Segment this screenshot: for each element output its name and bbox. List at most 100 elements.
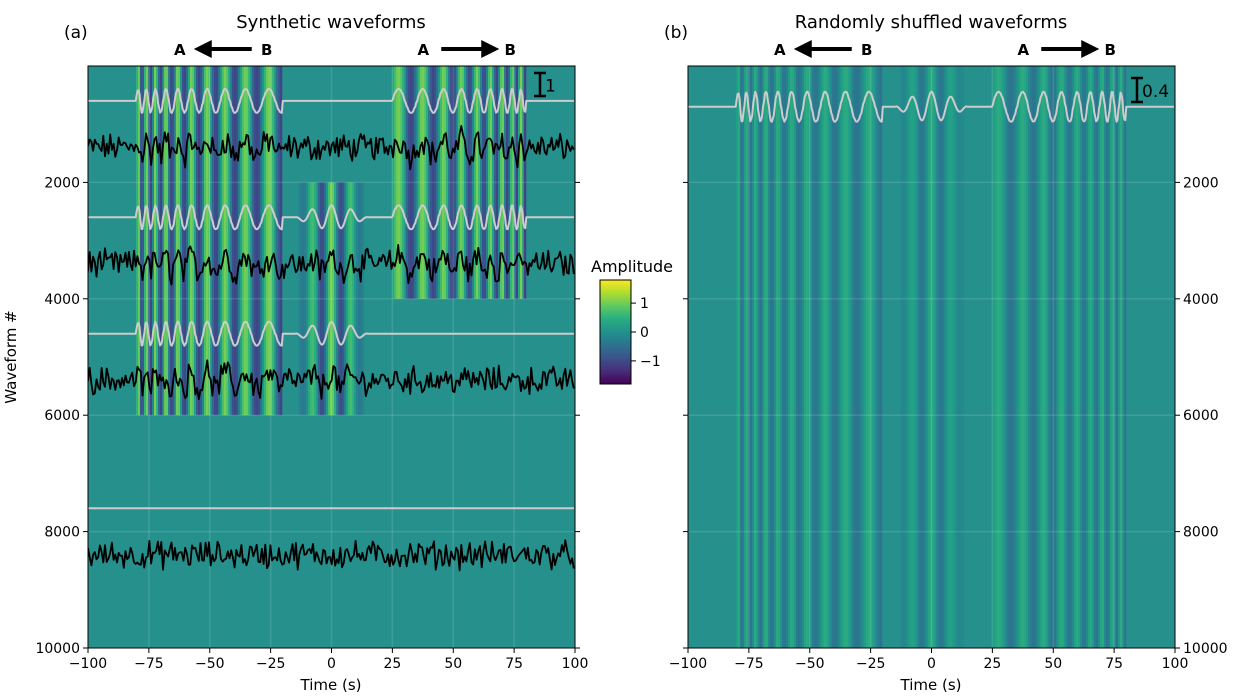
heatmap-cell [348, 298, 351, 416]
heatmap-cell [1030, 66, 1033, 648]
heatmap-cell [196, 66, 199, 183]
heatmap-cell [994, 66, 997, 648]
x-tick-label: 25 [383, 656, 401, 672]
heatmap-cell [266, 182, 269, 299]
heatmap-cell [154, 182, 157, 299]
heatmap-cell [392, 182, 395, 299]
heatmap-cell [350, 298, 353, 416]
heatmap-cell [446, 66, 449, 183]
heatmap-cell [156, 298, 159, 416]
heatmap-cell [146, 66, 149, 183]
heatmap-cell [512, 66, 515, 183]
heatmap-cell [180, 182, 183, 299]
heatmap-cell [740, 66, 743, 648]
heatmap-cell [900, 66, 903, 648]
heatmap-cell [204, 66, 207, 183]
heatmap-cell [1096, 66, 1099, 648]
heatmap-cell [1094, 66, 1097, 648]
heatmap-cell [1028, 66, 1031, 648]
heatmap-cell [784, 66, 787, 648]
heatmap-cell [176, 298, 179, 416]
heatmap-cell [226, 298, 229, 416]
heatmap-cell [1036, 66, 1039, 648]
direction-label-to: B [861, 41, 872, 59]
heatmap-cell [1100, 66, 1103, 648]
heatmap-cell [232, 66, 235, 183]
heatmap-cell [770, 66, 773, 648]
heatmap-cell [1006, 66, 1009, 648]
heatmap-cell [146, 182, 149, 299]
heatmap-cell [800, 66, 803, 648]
y-tick-label: 4000 [44, 292, 80, 308]
heatmap-cell [490, 182, 493, 299]
heatmap-cell [188, 66, 191, 183]
heatmap-cell [462, 66, 465, 183]
heatmap-cell [1086, 66, 1089, 648]
clean-trace [88, 320, 575, 347]
heatmap-cell [928, 66, 931, 648]
heatmap-cell [362, 298, 365, 416]
heatmap-cell [142, 66, 145, 183]
clean-trace [88, 87, 575, 114]
heatmap-cell [272, 66, 275, 183]
panel-letter-b: (b) [664, 23, 688, 43]
heatmap-cell [280, 66, 283, 183]
heatmap-cell [278, 66, 281, 183]
heatmap-cell [190, 66, 193, 183]
heatmap-cell [184, 66, 187, 183]
heatmap-cell [210, 182, 213, 299]
heatmap-cell [498, 66, 501, 183]
heatmap-cell [1102, 66, 1105, 648]
heatmap-cell [140, 66, 143, 183]
heatmap-cell [360, 298, 363, 416]
heatmap-cell [438, 182, 441, 299]
heatmap-cell [778, 66, 781, 648]
heatmap-cell [216, 298, 219, 416]
heatmap-cell [826, 66, 829, 648]
x-tick-label: −75 [134, 656, 164, 672]
heatmap-cell [352, 182, 355, 299]
heatmap-cell [1110, 66, 1113, 648]
y-tick-label: 10000 [1183, 641, 1228, 657]
heatmap-cell [998, 66, 1001, 648]
heatmap-cell [324, 298, 327, 416]
heatmap-cell [410, 182, 413, 299]
heatmap-cell [868, 66, 871, 648]
heatmap-cell [344, 298, 347, 416]
heatmap-cell [458, 182, 461, 299]
heatmap-cell [136, 66, 139, 183]
x-tick-label: 100 [1162, 656, 1189, 672]
heatmap-cell [430, 182, 433, 299]
heatmap-cell [192, 182, 195, 299]
heatmap-cell [304, 298, 307, 416]
heatmap-cell [184, 298, 187, 416]
y-axis-title-a: Waveform # [2, 310, 20, 403]
heatmap-cell [252, 298, 255, 416]
colorbar-tick-label: −1 [640, 354, 661, 370]
heatmap-cell [136, 182, 139, 299]
heatmap-cell [852, 66, 855, 648]
heatmap-cell [194, 182, 197, 299]
heatmap-cell [856, 66, 859, 648]
heatmap-cell [1046, 66, 1049, 648]
heatmap-cell [152, 182, 155, 299]
heatmap-cell [502, 66, 505, 183]
heatmap-cell [512, 182, 515, 299]
heatmap-cell [170, 66, 173, 183]
heatmap-cell [1038, 66, 1041, 648]
heatmap-cell [396, 66, 399, 183]
heatmap-cell [1092, 66, 1095, 648]
y-tick-label: 2000 [44, 175, 80, 191]
colorbar-ticks: 1 0 −1 [631, 296, 661, 370]
heatmap-cell [354, 182, 357, 299]
heatmap-cell [230, 66, 233, 183]
heatmap-cell [160, 182, 163, 299]
x-tick-label: 0 [927, 656, 936, 672]
heatmap-cell [250, 182, 253, 299]
heatmap-cell [926, 66, 929, 648]
heatmap-cell [326, 298, 329, 416]
heatmap-cell [870, 66, 873, 648]
heatmap-cell [514, 66, 517, 183]
heatmap-cell [322, 298, 325, 416]
heatmap-cell [298, 298, 301, 416]
